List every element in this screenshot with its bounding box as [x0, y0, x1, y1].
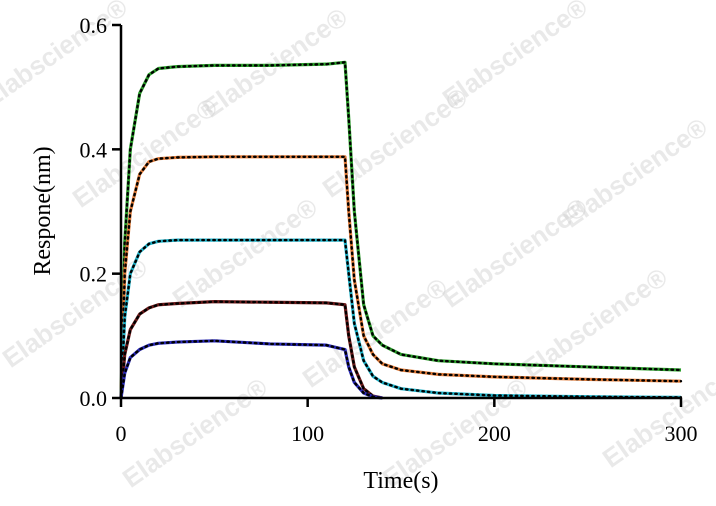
fit-line-0 [119, 60, 683, 400]
x-tick-label: 0 [116, 421, 127, 446]
fit-line-2 [119, 238, 683, 400]
axes [119, 25, 681, 400]
x-tick-label: 200 [478, 421, 511, 446]
watermark-text: Elabscience® [167, 192, 323, 314]
watermark-text: Elabscience® [0, 252, 153, 374]
y-tick-label: 0.4 [80, 137, 108, 162]
x-axis-title: Time(s) [363, 468, 438, 494]
ticks-layer: 0 100 200 300 0.0 0.2 0.4 0.6 [80, 13, 698, 446]
x-tick-label: 100 [291, 421, 324, 446]
y-axis-title: Respone(nm) [30, 146, 56, 275]
fit-line-4 [119, 339, 384, 400]
watermark-text: Elabscience® [317, 82, 473, 204]
series-layer [119, 60, 683, 400]
fit-line-1 [119, 155, 683, 400]
watermark-text: Elabscience® [117, 372, 273, 494]
y-tick-label: 0.0 [80, 386, 108, 411]
fit-line-3 [119, 300, 384, 400]
y-tick-label: 0.6 [80, 13, 108, 38]
watermark-text: Elabscience® [0, 0, 133, 114]
x-tick-label: 300 [665, 421, 698, 446]
watermark-text: Elabscience® [437, 192, 593, 314]
watermark-text: Elabscience® [297, 272, 453, 394]
y-tick-label: 0.2 [80, 262, 108, 287]
